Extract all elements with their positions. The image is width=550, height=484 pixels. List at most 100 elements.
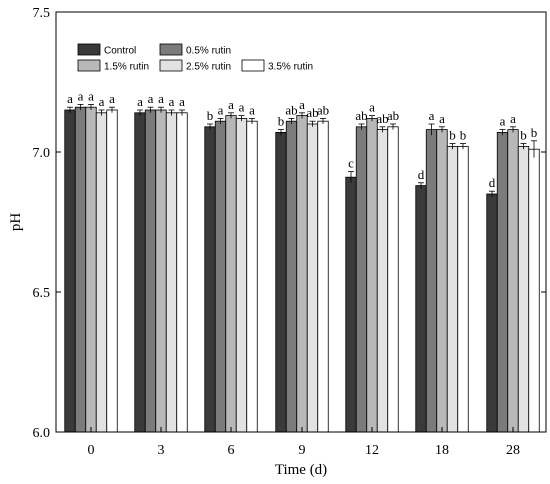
bar bbox=[486, 193, 498, 433]
significance-label: a bbox=[179, 94, 185, 109]
bar bbox=[317, 120, 329, 433]
bars-layer bbox=[64, 106, 540, 433]
bar bbox=[144, 109, 157, 433]
significance-label: ab bbox=[376, 111, 388, 126]
bar bbox=[246, 120, 258, 433]
bar bbox=[425, 129, 438, 433]
significance-label: a bbox=[500, 114, 506, 129]
bar bbox=[376, 129, 389, 433]
legend-label: 3.5% rutin bbox=[268, 62, 313, 73]
y-axis-title: pH bbox=[8, 213, 24, 232]
bar bbox=[134, 112, 146, 433]
significance-label: b bbox=[207, 108, 214, 123]
significance-label: b bbox=[449, 128, 456, 143]
significance-label: a bbox=[429, 108, 435, 123]
bar bbox=[528, 148, 540, 433]
bar bbox=[235, 118, 248, 433]
bar bbox=[64, 109, 76, 433]
significance-label: b bbox=[460, 128, 467, 143]
significance-label: a bbox=[249, 102, 255, 117]
x-tick-label: 0 bbox=[88, 443, 95, 458]
bar bbox=[296, 115, 308, 433]
significance-label: a bbox=[148, 91, 154, 106]
bar bbox=[446, 145, 459, 433]
significance-label: ab bbox=[317, 102, 329, 117]
legend-swatch bbox=[159, 43, 183, 56]
legend-swatch bbox=[159, 59, 183, 72]
bar bbox=[345, 176, 357, 433]
significance-label: ab bbox=[285, 102, 297, 117]
bar bbox=[496, 131, 509, 433]
error-bars-layer bbox=[67, 104, 537, 197]
bar bbox=[415, 185, 427, 433]
bar bbox=[355, 126, 368, 433]
significance-label: a bbox=[158, 91, 164, 106]
x-axis-title: Time (d) bbox=[275, 462, 327, 478]
x-tick-label: 18 bbox=[435, 443, 449, 458]
bar bbox=[74, 106, 87, 433]
bar bbox=[106, 109, 118, 433]
significance-label: a bbox=[218, 102, 224, 117]
significance-label: a bbox=[228, 97, 234, 112]
significance-label: ab bbox=[355, 108, 367, 123]
bar bbox=[95, 112, 108, 433]
axes-layer: 6.0 6.5 7.0 7.5 0 3 6 9 12 18 28 bbox=[33, 6, 546, 458]
legend-swatch bbox=[77, 43, 101, 56]
significance-label: a bbox=[169, 94, 175, 109]
bar bbox=[436, 129, 448, 433]
bar bbox=[204, 126, 216, 433]
significance-label: a bbox=[439, 111, 445, 126]
bar bbox=[366, 118, 378, 433]
significance-label: a bbox=[369, 100, 375, 115]
significance-label: a bbox=[99, 94, 105, 109]
significance-label: b bbox=[531, 125, 538, 140]
significance-label: a bbox=[137, 94, 143, 109]
legend-label: Control bbox=[104, 46, 136, 57]
y-tick-label: 7.0 bbox=[33, 146, 51, 161]
bar bbox=[85, 106, 97, 433]
x-tick-label: 6 bbox=[228, 443, 235, 458]
legend-label: 1.5% rutin bbox=[104, 62, 149, 73]
significance-label: a bbox=[88, 88, 94, 103]
significance-label: c bbox=[348, 156, 354, 171]
bar bbox=[457, 145, 469, 433]
bar bbox=[155, 109, 167, 433]
bar bbox=[275, 131, 287, 433]
significance-label: d bbox=[418, 167, 425, 182]
significance-label: a bbox=[78, 88, 84, 103]
legend-swatch bbox=[241, 59, 265, 72]
significance-label: a bbox=[239, 100, 245, 115]
bar bbox=[306, 123, 319, 433]
significance-label: d bbox=[489, 175, 496, 190]
significance-label: a bbox=[67, 91, 73, 106]
bar bbox=[517, 145, 530, 433]
y-tick-label: 6.0 bbox=[33, 426, 51, 441]
bar bbox=[507, 129, 519, 433]
y-tick-label: 7.5 bbox=[33, 6, 51, 21]
bar bbox=[214, 120, 227, 433]
significance-label: ab bbox=[306, 105, 318, 120]
legend-label: 2.5% rutin bbox=[186, 62, 231, 73]
bar bbox=[285, 120, 298, 433]
legend: Control 0.5% rutin 1.5% rutin 2.5% rutin 3.5… bbox=[77, 43, 313, 73]
bar bbox=[387, 126, 399, 433]
significance-label: a bbox=[109, 91, 115, 106]
significance-label: a bbox=[510, 111, 516, 126]
legend-label: 0.5% rutin bbox=[186, 46, 231, 57]
bar bbox=[165, 112, 178, 433]
significance-label: ab bbox=[387, 108, 399, 123]
significance-label: b bbox=[278, 114, 285, 129]
x-tick-label: 9 bbox=[299, 443, 306, 458]
y-tick-label: 6.5 bbox=[33, 286, 51, 301]
bar bbox=[176, 112, 188, 433]
x-tick-label: 28 bbox=[506, 443, 520, 458]
plot-frame bbox=[55, 11, 547, 433]
significance-label: b bbox=[520, 128, 527, 143]
x-tick-label: 3 bbox=[158, 443, 165, 458]
x-tick-label: 12 bbox=[365, 443, 379, 458]
legend-swatch bbox=[77, 59, 101, 72]
significance-label: a bbox=[299, 97, 305, 112]
bar bbox=[225, 115, 237, 433]
